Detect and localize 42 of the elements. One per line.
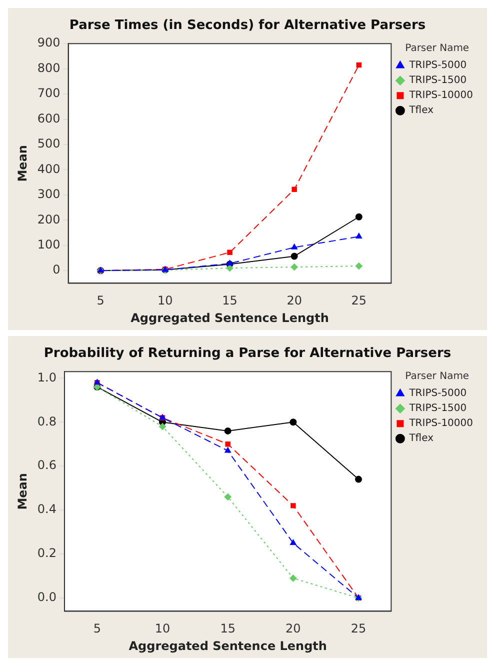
y-tick-label: 500 <box>37 136 60 151</box>
legend-title: Parser Name <box>405 371 470 382</box>
legend-title: Parser Name <box>405 43 470 54</box>
y-tick-label: 900 <box>37 36 60 50</box>
y-tick-label: 1.0 <box>37 370 56 384</box>
y-tick-label: 400 <box>37 162 60 176</box>
x-tick-label: 15 <box>220 622 236 636</box>
x-tick-label: 15 <box>222 294 238 308</box>
legend-label: TRIPS-5000 <box>408 60 467 72</box>
y-tick-label: 0.8 <box>37 414 56 428</box>
chart-title: Parse Times (in Seconds) for Alternative Parsers <box>69 18 426 34</box>
legend-label: Tflex <box>408 105 434 116</box>
y-tick-label: 0 <box>52 262 60 277</box>
y-tick-label: 0.6 <box>37 458 56 472</box>
x-tick-label: 5 <box>96 294 104 308</box>
x-tick-label: 25 <box>351 294 367 308</box>
x-tick-label: 25 <box>350 622 366 636</box>
x-tick-label: 10 <box>154 622 170 636</box>
legend-label: TRIPS-1500 <box>408 75 467 86</box>
y-tick-label: 0.0 <box>37 590 56 604</box>
y-tick-label: 0.2 <box>37 546 56 560</box>
y-tick-label: 100 <box>37 237 60 252</box>
y-tick-label: 0.4 <box>37 502 56 516</box>
y-axis-title: Mean <box>15 473 30 510</box>
y-axis-title: Mean <box>15 145 30 182</box>
x-axis-title: Aggregated Sentence Length <box>130 310 329 325</box>
chart-title: Probability of Returning a Parse for Alternative Parsers <box>44 346 452 362</box>
x-tick-label: 20 <box>286 622 301 636</box>
legend-label: Tflex <box>408 433 434 444</box>
y-tick-label: 200 <box>37 212 60 226</box>
legend-label: TRIPS-1500 <box>408 403 467 414</box>
legend-label: TRIPS-10000 <box>408 90 474 102</box>
y-tick-label: 300 <box>37 187 60 202</box>
legend-label: TRIPS-10000 <box>408 418 474 430</box>
y-tick-label: 700 <box>37 86 60 100</box>
x-tick-label: 10 <box>158 294 173 308</box>
y-tick-label: 800 <box>37 60 60 75</box>
legend-label: TRIPS-5000 <box>408 388 467 400</box>
y-tick-label: 600 <box>37 111 60 126</box>
x-tick-label: 5 <box>93 622 101 636</box>
x-tick-label: 20 <box>286 294 302 308</box>
x-axis-title: Aggregated Sentence Length <box>128 638 327 653</box>
